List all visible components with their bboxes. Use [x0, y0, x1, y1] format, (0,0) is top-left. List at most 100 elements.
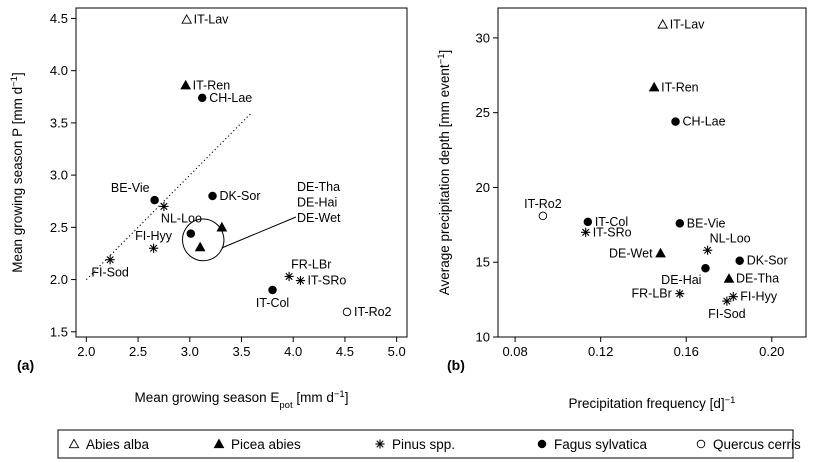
legend: Abies alba Picea abies Pinus spp. Fagus syl…: [57, 429, 801, 459]
marker-dk-sor: [208, 191, 217, 201]
marker-nl-loo-stroke: [160, 202, 168, 211]
point-label-de-wet: DE-Wet: [297, 211, 341, 225]
marker-it-ren: [648, 81, 660, 92]
point-label-de-tha: DE-Tha: [297, 180, 340, 194]
x-axis-label: Mean growing season Epot [mm d−1]: [135, 389, 349, 411]
point-label-de-hai: DE-Hai: [297, 196, 337, 210]
one-to-one-line: [85, 112, 253, 280]
y-tick-label: 1.5: [50, 324, 68, 339]
marker-it-sro-stroke: [582, 228, 590, 236]
legend-marker-1: [68, 438, 80, 449]
point-label-be-vie: BE-Vie: [111, 181, 150, 195]
y-tick-label: 4.5: [50, 11, 68, 26]
legend-marker-2: [213, 438, 225, 449]
legend-label-4: Fagus sylvatica: [554, 437, 648, 452]
y-tick-label: 3.0: [50, 168, 68, 183]
marker-de-wet: [655, 247, 666, 258]
marker-fr-lbr: [675, 289, 685, 299]
y-tick-label: 3.5: [50, 115, 68, 130]
point-label-fi-sod: FI-Sod: [708, 307, 746, 321]
point-label-it-ro2: IT-Ro2: [354, 305, 392, 319]
legend-marker-4: [537, 439, 547, 449]
marker-nl-loo-stroke: [703, 246, 712, 254]
marker-fi-hyy: [728, 292, 738, 302]
point-label-nl-loo: NL-Loo: [710, 231, 751, 245]
callout-line: [221, 216, 297, 249]
plot-frame: [75, 7, 408, 338]
marker-it-sro: [295, 276, 306, 286]
x-tick-label: 2.0: [77, 344, 95, 359]
point-label-fr-lbr: FR-LBr: [291, 257, 331, 271]
x-tick-label: 4.5: [336, 344, 354, 359]
marker-fi-sod: [722, 296, 732, 306]
legend-marker-5: [696, 439, 706, 449]
x-tick-label: 0.08: [502, 344, 527, 359]
marker-it-lav: [181, 13, 193, 24]
panel-label: (b): [447, 357, 465, 373]
point-label-it-sro: IT-SRo: [307, 274, 346, 288]
point-label-dk-sor: DK-Sor: [220, 189, 261, 203]
y-tick-label: 4.0: [50, 63, 68, 78]
marker-it-lav: [657, 18, 669, 29]
marker-de-tha: [723, 273, 735, 283]
marker-fi-hyy-stroke: [149, 244, 158, 252]
y-tick-label: 25: [476, 105, 490, 120]
y-axis-label: Average precipitation depth [mm event−1]: [436, 50, 453, 296]
group-ellipse: [182, 218, 225, 262]
marker-fr-lbr-stroke: [285, 272, 293, 281]
point-label-it-sro: IT-SRo: [593, 225, 632, 239]
marker-nl-loo: [703, 245, 713, 255]
marker-it-col: [583, 217, 593, 227]
marker-fi-hyy: [148, 243, 159, 253]
y-tick-label: 2.0: [50, 272, 68, 287]
y-axis-label: Mean growing season P [mm d−1]: [9, 72, 26, 272]
x-tick-label: 0.12: [588, 344, 613, 359]
marker-de-wet: [194, 241, 206, 252]
point-label-fi-hyy: FI-Hyy: [135, 229, 173, 243]
point-label-nl-loo: NL-Loo: [161, 211, 202, 225]
marker-nl-loo: [159, 201, 169, 212]
legend-marker-3: [375, 439, 385, 449]
marker-fi-hyy-stroke: [729, 292, 737, 301]
marker-de-hai: [216, 221, 228, 232]
point-label-dk-sor: DK-Sor: [747, 254, 788, 268]
point-label-it-lav: IT-Lav: [194, 12, 229, 26]
legend-label-3: Pinus spp.: [392, 437, 455, 452]
legend-label-5: Quercus cerris: [713, 437, 801, 452]
y-tick-label: 10: [476, 330, 490, 345]
marker-fr-lbr-stroke: [676, 289, 684, 298]
point-label-de-wet: DE-Wet: [609, 246, 653, 260]
marker-de-tha: [186, 229, 196, 238]
point-label-it-col: IT-Col: [256, 296, 289, 310]
point-label-fi-hyy: FI-Hyy: [740, 290, 778, 304]
x-tick-label: 0.20: [759, 344, 784, 359]
y-tick-label: 30: [476, 30, 490, 45]
x-tick-label: 4.0: [284, 344, 302, 359]
marker-fi-sod-stroke: [106, 256, 114, 264]
plot-frame: [497, 7, 807, 338]
panel-b: 0.08 0.12 0.16 0.20 10 15 20 25 30 Precipitation …: [436, 7, 807, 411]
point-label-be-vie: BE-Vie: [687, 216, 726, 230]
marker-dk-sor: [735, 256, 744, 265]
marker-it-col: [268, 285, 277, 295]
point-label-it-ro2: IT-Ro2: [524, 197, 562, 211]
y-tick-label: 2.5: [50, 220, 68, 235]
marker-fr-lbr: [284, 271, 294, 282]
marker-it-sro-stroke: [296, 276, 305, 285]
x-tick-label: 5.0: [388, 344, 406, 359]
y-tick-label: 20: [476, 180, 490, 195]
point-label-it-ren: IT-Ren: [661, 80, 699, 94]
panel-a: 2.0 2.5 3.0 3.5 4.0 4.5 5.0 1.5 2.0 2.5 3.0 3.5 4.0 4…: [9, 7, 408, 411]
x-tick-label: 0.16: [674, 344, 699, 359]
marker-ch-lae: [197, 93, 207, 103]
marker-de-hai: [701, 263, 710, 273]
point-label-de-hai: DE-Hai: [661, 273, 701, 287]
marker-it-ro2: [342, 307, 352, 317]
x-tick-label: 2.5: [129, 344, 147, 359]
legend-label-1: Abies alba: [86, 437, 150, 452]
panel-label: (a): [17, 357, 34, 373]
point-label-fi-sod: FI-Sod: [91, 266, 129, 280]
point-label-it-col: IT-Col: [595, 215, 628, 229]
point-label-de-tha: DE-Tha: [736, 272, 779, 286]
